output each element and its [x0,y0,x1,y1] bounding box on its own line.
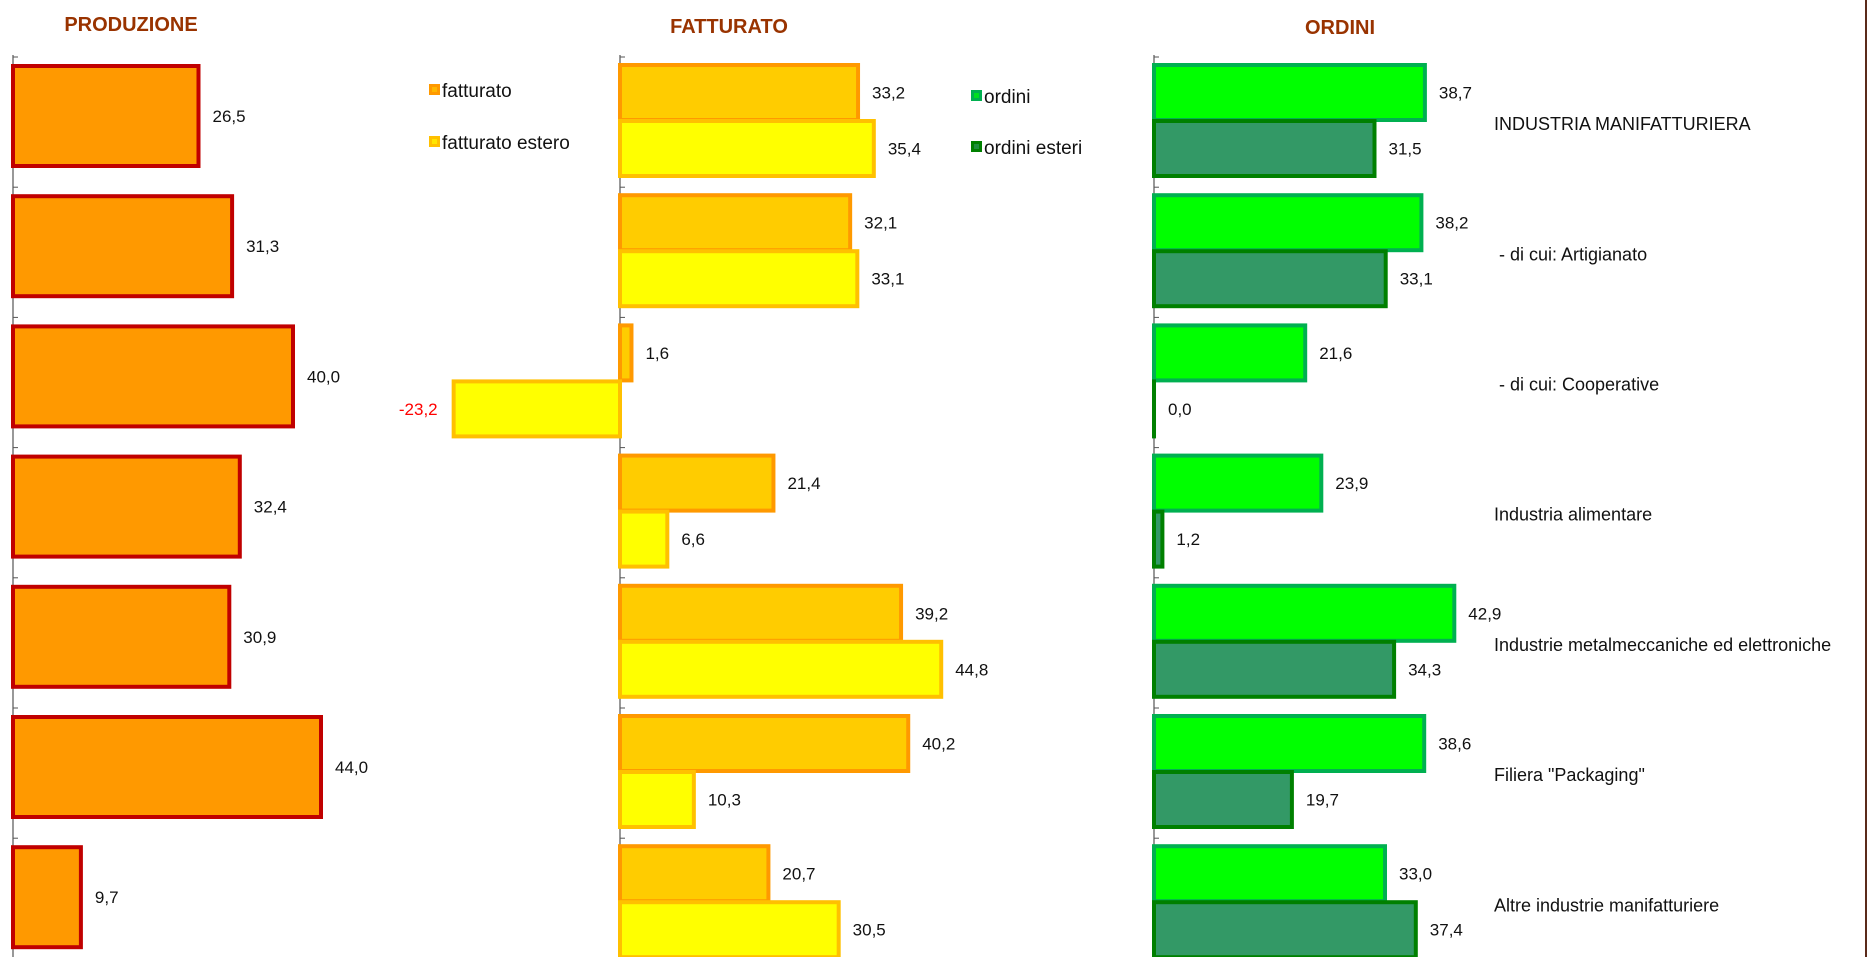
bar [11,64,201,168]
data-label: 30,9 [243,628,276,647]
swatch-icon [429,136,440,148]
bar [11,454,242,559]
bar [1152,323,1308,383]
data-label: 1,2 [1176,530,1200,549]
bar [618,119,876,178]
legend-label: fatturato estero [442,133,570,154]
data-label: 21,4 [787,474,820,493]
data-label: 23,9 [1335,474,1368,493]
bar [1152,900,1418,957]
bar [1152,119,1377,178]
legend-ordini: ordini ordini esteri [960,70,1118,176]
data-label: 33,1 [871,270,904,289]
bar [1152,583,1457,643]
data-label: 19,7 [1306,791,1339,810]
data-label: 44,8 [955,660,988,679]
bar [618,249,860,309]
bar [618,453,776,513]
bar [618,63,861,122]
category-label: Filiera "Packaging" [1494,765,1645,785]
bar [618,509,670,569]
data-label: 38,2 [1435,214,1468,233]
bar [618,844,771,904]
swatch-icon [971,90,982,102]
data-label: 39,2 [915,604,948,623]
data-label: 32,4 [254,498,287,517]
category-label: - di cui: Cooperative [1494,375,1659,395]
bar [1152,63,1427,122]
panel-title: ORDINI [1305,17,1375,39]
category-label: Industria alimentare [1494,505,1652,525]
data-label: 10,3 [708,791,741,810]
data-label: 40,0 [307,367,340,386]
legend-item-fatturato: fatturato [429,81,512,103]
category-label: INDUSTRIA MANIFATTURIERA [1494,114,1751,134]
bar [11,845,83,950]
bar [11,584,232,689]
bar [11,324,295,429]
data-label: 42,9 [1468,604,1501,623]
bar [1152,453,1324,513]
bar [1152,844,1387,904]
bar [618,639,944,699]
data-label: 35,4 [888,140,921,159]
data-label: 20,7 [782,865,815,884]
bar [618,900,841,957]
bar [618,583,904,643]
data-label: 9,7 [95,888,119,907]
bar [618,714,911,773]
bar [11,194,235,299]
panel-title: FATTURATO [670,16,788,38]
legend-label: ordini [984,87,1031,108]
panel-title: PRODUZIONE [64,14,197,36]
legend-item-ordini: ordini [971,87,1030,109]
bar [451,379,622,439]
data-label: 37,4 [1430,921,1463,940]
bar [618,770,696,829]
swatch-icon [971,141,982,153]
data-label: 0,0 [1168,400,1192,419]
legend-label: fatturato [442,81,512,102]
bar [1152,639,1397,699]
category-label: Altre industrie manifatturiere [1494,895,1719,915]
legend-label: ordini esteri [984,138,1083,159]
data-label: 6,6 [681,530,705,549]
legend-fatturato: fatturato fatturato estero [413,64,603,172]
bar [1152,509,1165,569]
category-label: - di cui: Artigianato [1494,244,1647,264]
bar [1152,249,1388,309]
bar [1152,714,1427,773]
bar [1152,193,1424,253]
data-label: -23,2 [399,400,438,419]
legend-item-fatturato-estero: fatturato estero [429,133,570,155]
data-label: 30,5 [853,921,886,940]
data-label: 31,5 [1389,140,1422,159]
category-label: Industrie metalmeccaniche ed elettronich… [1494,635,1831,655]
bar [618,323,634,383]
data-label: 33,0 [1399,865,1432,884]
data-label: 26,5 [213,107,246,126]
data-label: 40,2 [922,735,955,754]
data-label: 21,6 [1319,344,1352,363]
legend-item-ordini-esteri: ordini esteri [971,138,1082,160]
bar [1152,770,1294,829]
bar [11,715,323,819]
data-label: 38,6 [1438,735,1471,754]
data-label: 32,1 [864,214,897,233]
data-label: 31,3 [246,237,279,256]
data-label: 1,6 [645,344,669,363]
swatch-icon [429,84,440,96]
data-label: 44,0 [335,758,368,777]
data-label: 38,7 [1439,84,1472,103]
data-label: 33,1 [1400,270,1433,289]
data-label: 34,3 [1408,660,1441,679]
data-label: 33,2 [872,84,905,103]
bar [618,193,853,253]
